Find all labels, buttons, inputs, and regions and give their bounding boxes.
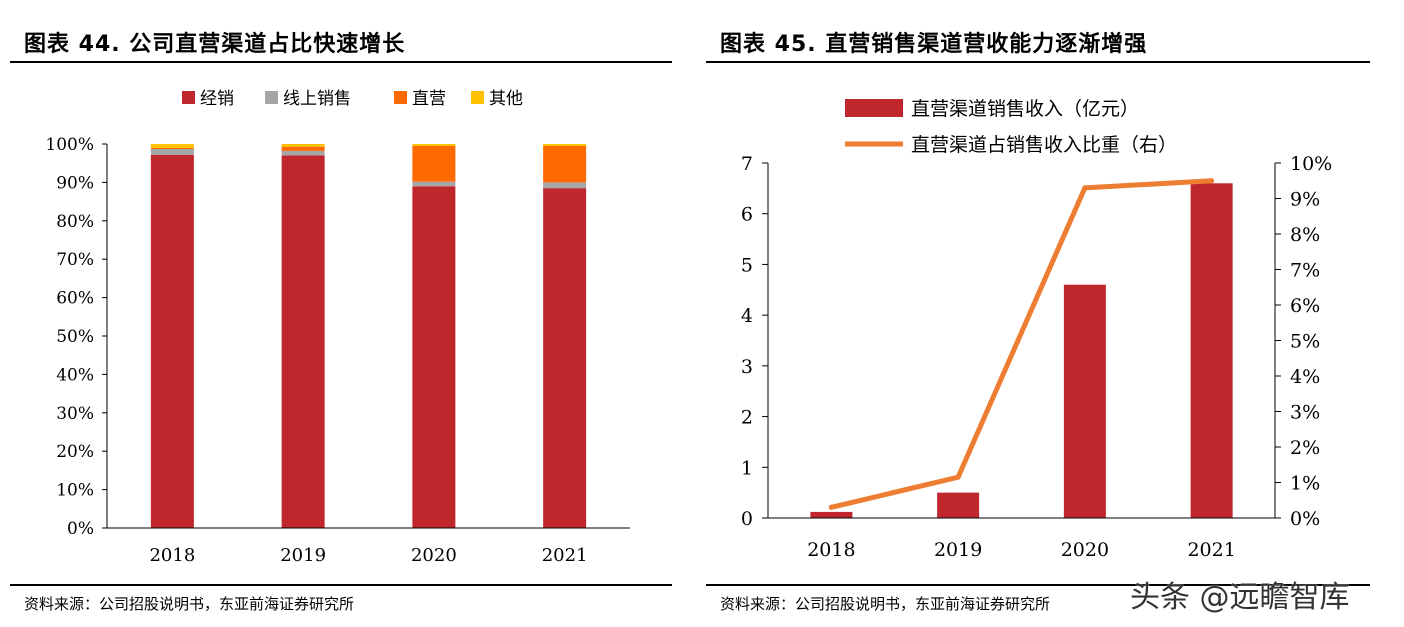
right-source-rule [706,584,1370,586]
legend-line-label: 直营渠道占销售收入比重（右） [911,134,1177,156]
right-chart-right-y-tick-label: 5% [1290,331,1320,353]
right-chart-right-y-tick-label: 4% [1290,366,1320,388]
right-figure-title: 图表 45. 直营销售渠道营收能力逐渐增强 [720,32,1148,57]
right-chart-right-y-tick-label: 7% [1290,260,1320,282]
right-title-rule [706,61,1370,63]
legend-bar-label: 直营渠道销售收入（亿元） [911,98,1139,120]
legend-label-3: 直营 [412,89,446,109]
legend-label-1: 经销 [200,89,234,109]
right-chart-left-y-tick-label: 1 [741,457,753,479]
bar-2021-series-3 [543,145,587,183]
right-chart-right-y-tick-label: 1% [1290,473,1320,495]
left-figure-title: 图表 44. 公司直营渠道占比快速增长 [24,32,406,57]
revenue-bar-2019 [937,492,980,518]
bar-2020-series-2 [412,181,456,187]
right-chart-right-y-tick-label: 0% [1290,508,1320,530]
share-point-2018 [828,504,834,510]
left-y-tick-label: 0% [67,519,94,539]
bar-2018-series-3 [150,147,194,149]
bar-2019-series-3 [281,146,325,151]
right-chart-right-y-tick-label: 8% [1290,224,1320,246]
left-x-tick-label: 2019 [280,545,326,566]
legend-swatch-4 [471,91,484,104]
legend-label-2: 线上销售 [283,89,351,109]
bar-2021-series-2 [543,182,587,189]
revenue-bar-2020 [1063,284,1106,518]
right-chart-right-y-tick-label: 9% [1290,189,1320,211]
share-point-2021 [1209,178,1215,184]
legend-label-4: 其他 [489,89,523,109]
share-point-2019 [955,474,961,480]
left-y-tick-label: 50% [56,327,94,347]
bar-2018-series-1 [150,154,194,528]
right-chart-left-y-tick-label: 6 [741,204,753,226]
right-chart-left-y-tick-label: 4 [741,305,753,327]
legend-swatch-1 [182,91,195,104]
left-source-note: 资料来源：公司招股说明书，东亚前海证券研究所 [24,595,355,613]
left-y-tick-label: 90% [56,173,94,193]
left-y-tick-label: 40% [56,365,94,385]
right-chart-right-y-tick-label: 10% [1290,153,1332,175]
left-y-tick-label: 30% [56,404,94,424]
revenue-bar-2018 [810,511,853,518]
bar-2020-series-3 [412,145,456,182]
left-x-tick-label: 2018 [149,545,195,566]
bar-2018-series-2 [150,148,194,155]
legend-swatch-2 [265,91,278,104]
left-title-rule [10,61,672,63]
bar-2019-series-1 [281,155,325,528]
share-point-2020 [1082,185,1088,191]
right-source-note: 资料来源：公司招股说明书，东亚前海证券研究所 [720,595,1051,613]
left-y-tick-label: 80% [56,212,94,232]
right-chart-right-y-tick-label: 2% [1290,437,1320,459]
left-y-tick-label: 60% [56,289,94,309]
left-y-tick-label: 20% [56,442,94,462]
right-x-tick-label: 2020 [1061,539,1109,561]
left-y-tick-label: 10% [56,481,94,501]
right-x-tick-label: 2021 [1187,539,1235,561]
bar-2020-series-4 [412,144,456,146]
left-x-tick-label: 2021 [542,545,588,566]
watermark: 头条 @远瞻智库 [1130,580,1350,615]
right-chart-right-y-tick-label: 3% [1290,402,1320,424]
right-x-tick-label: 2018 [807,539,855,561]
bar-2021-series-1 [543,188,587,528]
legend-bar-swatch [845,99,903,117]
bar-2020-series-1 [412,186,456,529]
bar-2021-series-4 [543,144,587,146]
right-x-tick-label: 2019 [934,539,982,561]
left-y-tick-label: 100% [45,135,94,155]
right-chart-left-y-tick-label: 0 [741,508,753,530]
bar-2019-series-2 [281,150,325,156]
right-chart-right-y-tick-label: 6% [1290,295,1320,317]
left-x-tick-label: 2020 [411,545,457,566]
left-y-tick-label: 70% [56,250,94,270]
right-chart-left-y-tick-label: 2 [741,407,753,429]
legend-swatch-3 [394,91,407,104]
bar-2019-series-4 [281,144,325,147]
right-chart-left-y-tick-label: 5 [741,254,753,276]
share-line [828,178,1215,510]
right-chart-left-y-tick-label: 3 [741,356,753,378]
left-source-rule [10,584,672,586]
right-chart-left-y-tick-label: 7 [741,153,753,175]
revenue-bar-2021 [1190,183,1233,519]
bar-2018-series-4 [150,144,194,148]
